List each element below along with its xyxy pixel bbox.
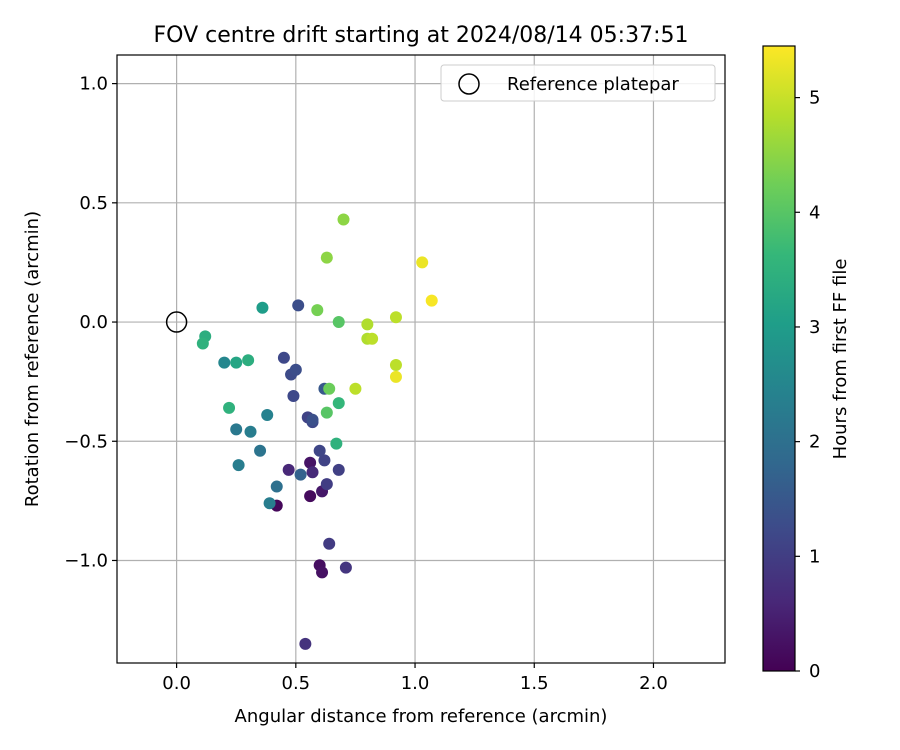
colorbar-tick-label: 0 (809, 661, 820, 682)
y-tick-label: 1.0 (79, 74, 108, 95)
data-point (277, 351, 290, 364)
y-tick-label: 0.5 (79, 193, 108, 214)
data-point (218, 356, 231, 369)
data-point (318, 454, 331, 467)
data-point (244, 425, 257, 438)
data-point (416, 256, 429, 269)
y-tick-label: −0.5 (64, 431, 108, 452)
data-point (332, 316, 345, 329)
data-point (270, 480, 283, 493)
y-tick-label: 0.0 (79, 312, 108, 333)
data-point (196, 337, 209, 350)
data-point (361, 318, 374, 331)
data-point (299, 637, 312, 650)
data-point (339, 561, 352, 574)
colorbar-tick-label: 3 (809, 317, 820, 338)
x-axis-label: Angular distance from reference (arcmin) (235, 706, 608, 727)
data-point (254, 444, 267, 457)
x-tick-label: 1.5 (520, 673, 549, 694)
x-tick-label: 2.0 (639, 673, 668, 694)
y-axis-ticks: 1.0 0.5 0.0 −0.5 −1.0 (64, 74, 117, 571)
x-axis-ticks: 0.0 0.5 1.0 1.5 2.0 (162, 663, 668, 694)
grid-lines (117, 55, 725, 663)
data-point (256, 301, 269, 314)
data-point (292, 299, 305, 312)
data-point (316, 566, 329, 579)
chart-title: FOV centre drift starting at 2024/08/14 … (154, 23, 689, 48)
plot-frame (116, 54, 726, 664)
data-point (287, 389, 300, 402)
x-tick-label: 0.0 (162, 673, 191, 694)
legend: Reference platepar (440, 64, 716, 102)
data-point (223, 401, 236, 414)
data-point (311, 304, 324, 317)
data-point (304, 456, 317, 469)
data-points (196, 213, 438, 650)
data-point (304, 490, 317, 503)
colorbar-gradient (762, 45, 796, 672)
data-point (306, 413, 319, 426)
legend-marker-icon (458, 73, 480, 95)
data-point (306, 466, 319, 479)
data-point (389, 358, 402, 371)
data-point (320, 478, 333, 491)
data-point (282, 463, 295, 476)
legend-entry: Reference platepar (507, 74, 679, 95)
data-point (332, 397, 345, 410)
y-tick-label: −1.0 (64, 550, 108, 571)
data-point (425, 294, 438, 307)
data-point (349, 382, 362, 395)
data-point (289, 363, 302, 376)
data-point (320, 251, 333, 264)
data-point (332, 463, 345, 476)
x-tick-label: 1.0 (401, 673, 430, 694)
data-point (337, 213, 350, 226)
data-point (313, 444, 326, 457)
legend-box (440, 64, 716, 102)
colorbar-tick-label: 5 (809, 88, 820, 109)
data-point (389, 370, 402, 383)
colorbar-label: Hours from first FF file (830, 259, 851, 460)
colorbar-tick-label: 1 (809, 546, 820, 567)
data-point (230, 423, 243, 436)
y-axis-label: Rotation from reference (arcmin) (22, 211, 43, 507)
data-point (320, 406, 333, 419)
colorbar-tick-label: 4 (809, 202, 820, 223)
data-point (261, 409, 274, 422)
data-point (330, 437, 343, 450)
colorbar-ticks: 0 1 2 3 4 5 (795, 88, 820, 682)
data-point (242, 354, 255, 367)
x-tick-label: 0.5 (282, 673, 311, 694)
colorbar: 0 1 2 3 4 5 Hours from first FF file (762, 45, 851, 682)
data-point (323, 382, 336, 395)
data-point (232, 459, 245, 472)
data-point (263, 497, 276, 510)
data-point (366, 332, 379, 345)
colorbar-tick-label: 2 (809, 432, 820, 453)
reference-platepar-marker (165, 311, 188, 333)
data-point (230, 356, 243, 369)
data-point (294, 468, 307, 481)
data-point (323, 537, 336, 550)
data-point (389, 311, 402, 324)
